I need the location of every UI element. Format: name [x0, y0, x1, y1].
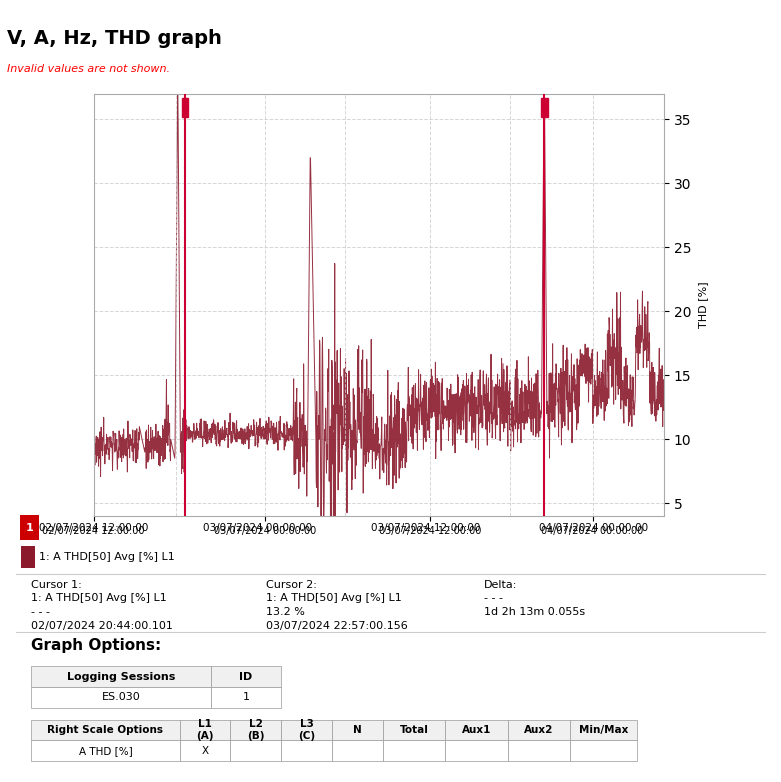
FancyBboxPatch shape [31, 741, 180, 761]
Text: Cursor 1:: Cursor 1: [31, 580, 82, 590]
FancyBboxPatch shape [281, 719, 332, 741]
Text: Logging Sessions: Logging Sessions [67, 672, 175, 681]
Bar [540, 98, 547, 117]
Text: Right Scale Options: Right Scale Options [48, 725, 163, 735]
Text: L3
(C): L3 (C) [298, 719, 315, 741]
Text: Invalid values are not shown.: Invalid values are not shown. [6, 64, 169, 74]
FancyBboxPatch shape [570, 719, 637, 741]
Text: Cursor 2:: Cursor 2: [266, 580, 316, 590]
Text: 03/07/2024 22:57:00.156: 03/07/2024 22:57:00.156 [266, 621, 407, 631]
Text: 1: A THD[50] Avg [%] L1: 1: A THD[50] Avg [%] L1 [39, 552, 175, 561]
FancyBboxPatch shape [230, 719, 281, 741]
Text: 1: A THD[50] Avg [%] L1: 1: A THD[50] Avg [%] L1 [31, 593, 167, 603]
Text: L2
(B): L2 (B) [247, 719, 265, 741]
FancyBboxPatch shape [180, 741, 230, 761]
Text: L1
(A): L1 (A) [196, 719, 214, 741]
FancyBboxPatch shape [31, 687, 211, 708]
Text: - - -: - - - [484, 593, 503, 603]
Text: Min/Max: Min/Max [579, 725, 628, 735]
FancyBboxPatch shape [21, 546, 35, 568]
FancyBboxPatch shape [383, 741, 445, 761]
FancyBboxPatch shape [211, 666, 281, 687]
Text: 02/07/2024 12:00:00: 02/07/2024 12:00:00 [39, 523, 148, 533]
Text: 03/07/2024 12:00:00: 03/07/2024 12:00:00 [371, 523, 480, 533]
Text: Aux1: Aux1 [462, 725, 491, 735]
Text: Total: Total [400, 725, 428, 735]
Text: A THD [%]: A THD [%] [79, 746, 132, 755]
FancyBboxPatch shape [508, 741, 570, 761]
FancyBboxPatch shape [230, 741, 281, 761]
FancyBboxPatch shape [211, 687, 281, 708]
Text: ES.030: ES.030 [102, 692, 141, 702]
Text: ID: ID [240, 672, 252, 681]
Text: 04/07/2024 00:00:00: 04/07/2024 00:00:00 [539, 523, 648, 533]
FancyBboxPatch shape [332, 719, 383, 741]
FancyBboxPatch shape [332, 741, 383, 761]
Text: 1: A THD[50] Avg [%] L1: 1: A THD[50] Avg [%] L1 [266, 593, 401, 603]
Text: - - -: - - - [31, 607, 50, 617]
Text: N: N [353, 725, 362, 735]
Text: 02/07/2024 20:44:00.101: 02/07/2024 20:44:00.101 [31, 621, 173, 631]
FancyBboxPatch shape [281, 741, 332, 761]
FancyBboxPatch shape [570, 741, 637, 761]
FancyBboxPatch shape [31, 666, 211, 687]
Text: V, A, Hz, THD graph: V, A, Hz, THD graph [6, 29, 222, 48]
Text: X: X [201, 746, 209, 755]
Text: 1: 1 [26, 523, 34, 533]
Text: 1: 1 [243, 692, 249, 702]
FancyBboxPatch shape [180, 719, 230, 741]
Text: 1d 2h 13m 0.055s: 1d 2h 13m 0.055s [484, 607, 585, 617]
FancyBboxPatch shape [31, 719, 180, 741]
Bar [181, 98, 188, 117]
FancyBboxPatch shape [383, 719, 445, 741]
Text: Aux2: Aux2 [524, 725, 554, 735]
Y-axis label: THD [%]: THD [%] [698, 282, 708, 328]
Text: 03/07/2024 00:00:00: 03/07/2024 00:00:00 [203, 523, 312, 533]
Text: Delta:: Delta: [484, 580, 518, 590]
FancyBboxPatch shape [508, 719, 570, 741]
FancyBboxPatch shape [20, 515, 39, 540]
Text: Graph Options:: Graph Options: [31, 638, 162, 653]
FancyBboxPatch shape [445, 741, 508, 761]
Text: 13.2 %: 13.2 % [266, 607, 305, 617]
FancyBboxPatch shape [445, 719, 508, 741]
